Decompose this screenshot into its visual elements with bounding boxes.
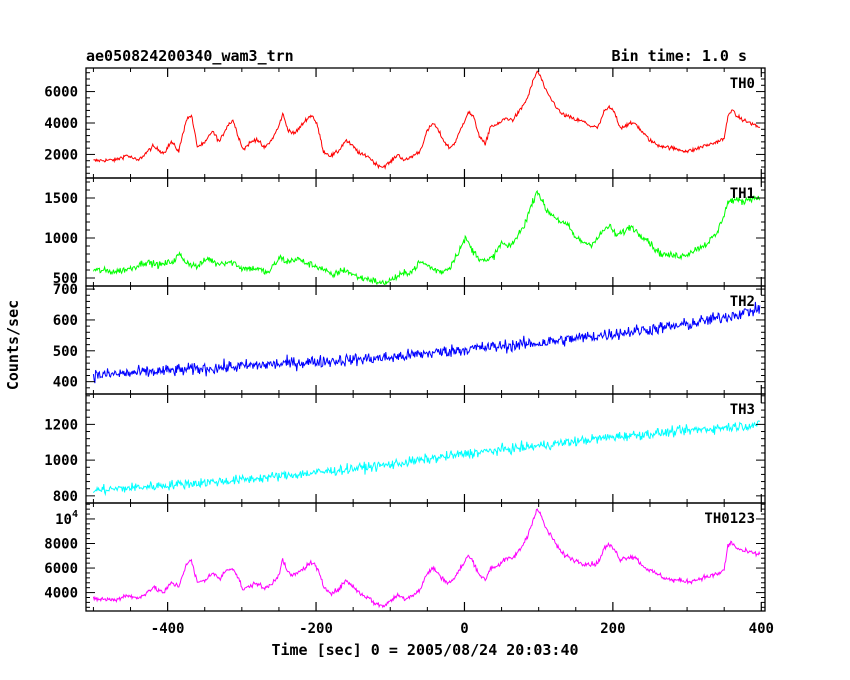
x-tick-label: -400 <box>151 621 185 637</box>
panel-label: TH1 <box>730 186 755 202</box>
panel-label: TH0123 <box>704 511 755 527</box>
y-tick-label: 104 <box>55 509 78 528</box>
panel-th2: 400 500 600 700 TH2 <box>53 282 766 395</box>
panel-frame <box>85 393 766 504</box>
y-tick-label: 8000 <box>44 537 78 553</box>
x-tick-label: -200 <box>299 621 333 637</box>
panel-th1: 500 1000 1500 TH1 <box>44 177 766 287</box>
series-line-th0123 <box>92 508 761 609</box>
panel-frame <box>85 502 766 612</box>
y-tick-label: 6000 <box>44 561 78 577</box>
y-tick-label: 500 <box>53 271 78 287</box>
series-line-th2 <box>92 301 761 384</box>
y-tick-label: 4000 <box>44 116 78 132</box>
y-axis-label: Counts/sec <box>4 300 22 390</box>
chart-title: ae050824200340_wam3_trn <box>86 47 294 65</box>
x-tick-label: 400 <box>749 621 774 637</box>
x-tick-labels: -400 -200 0 200 400 <box>151 621 774 637</box>
bin-time-label: Bin time: 1.0 s <box>612 47 747 65</box>
series-line-th0 <box>93 70 761 170</box>
panel-frame <box>85 285 766 395</box>
x-axis-label: Time [sec] 0 = 2005/08/24 20:03:40 <box>271 641 578 659</box>
y-tick-label: 700 <box>53 282 78 298</box>
panel-label: TH0 <box>730 76 755 92</box>
y-tick-label: 400 <box>53 375 78 391</box>
panels-group: 2000 4000 6000 TH0 500 1000 1500 TH1 400 500 600 70… <box>44 67 766 612</box>
x-tick-label: 0 <box>460 621 468 637</box>
panel-label: TH3 <box>730 402 755 418</box>
panel-th3: 800 1000 1200 TH3 <box>44 393 766 505</box>
y-tick-label: 2000 <box>44 147 78 163</box>
x-tick-label: 200 <box>600 621 625 637</box>
y-tick-label: 1000 <box>44 453 78 469</box>
panel-frame <box>85 177 766 287</box>
y-tick-label: 1200 <box>44 417 78 433</box>
panel-frame <box>85 67 766 179</box>
y-tick-label: 800 <box>53 489 78 505</box>
panel-label: TH2 <box>730 294 755 310</box>
panel-th0: 2000 4000 6000 TH0 <box>44 67 766 179</box>
y-tick-label: 1000 <box>44 231 78 247</box>
y-tick-label: 500 <box>53 344 78 360</box>
panel-th0123: 4000 6000 8000 104 TH0123 <box>44 502 766 612</box>
y-tick-label: 4000 <box>44 586 78 602</box>
y-tick-label: 600 <box>53 313 78 329</box>
series-line-th1 <box>92 189 761 286</box>
y-tick-label: 1500 <box>44 191 78 207</box>
y-tick-label: 6000 <box>44 85 78 101</box>
series-line-th3 <box>92 420 761 497</box>
